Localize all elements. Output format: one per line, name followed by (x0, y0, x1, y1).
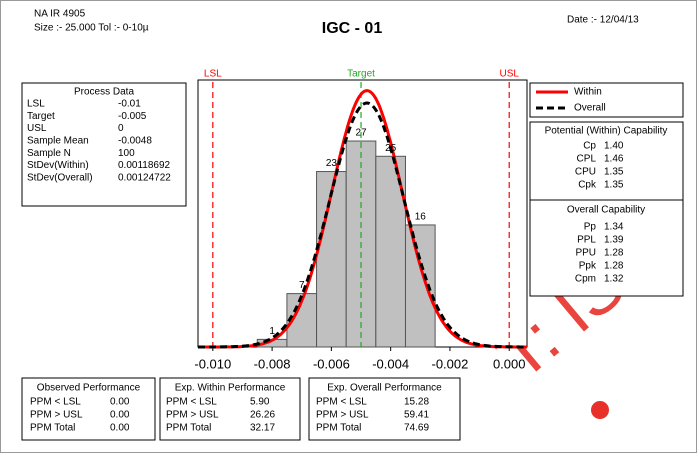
capability-value: 1.39 (604, 235, 624, 246)
x-tick-label: -0.010 (194, 356, 231, 371)
performance-title: Exp. Overall Performance (327, 383, 442, 394)
performance-label: PPM Total (166, 423, 211, 434)
performance-value: 26.26 (250, 410, 275, 421)
histogram-bar (404, 224, 436, 348)
header-id: NA IR 4905 (34, 9, 86, 20)
watermark-dot (591, 401, 609, 419)
process-data-label: Target (27, 111, 55, 122)
performance-label: PPM > USL (166, 410, 219, 421)
header-spec: Size :- 25.000 Tol :- 0-10µ (34, 23, 149, 34)
performance-box (21, 377, 156, 441)
capability-box (529, 121, 684, 297)
legend-label: Within (574, 87, 602, 98)
x-tick-label: 0.000 (493, 356, 526, 371)
process-data-value: 0.00118692 (118, 160, 171, 171)
capability-value: 1.46 (604, 154, 624, 165)
process-data-label: Sample Mean (27, 136, 89, 147)
performance-value: 74.69 (404, 423, 429, 434)
performance-label: PPM < LSL (316, 397, 367, 408)
capability-value: 1.28 (604, 261, 624, 272)
process-data-value: -0.0048 (118, 136, 152, 147)
capability-label: Ppk (579, 261, 597, 272)
bar-label: 25 (385, 143, 397, 154)
process-data-label: USL (27, 123, 47, 134)
process-data-value: 0 (118, 123, 124, 134)
performance-value: 0.00 (110, 397, 130, 408)
capability-value: 1.40 (604, 141, 624, 152)
process-data-title: Process Data (74, 87, 134, 98)
capability-label: Cp (583, 141, 596, 152)
capability-label: Cpm (575, 274, 596, 285)
performance-value: 15.28 (404, 397, 429, 408)
report-title: IGC - 01 (322, 20, 383, 37)
x-tick-label: -0.002 (431, 356, 468, 371)
performance-value: 32.17 (250, 423, 275, 434)
capability-value: 1.34 (604, 222, 624, 233)
performance-value: 0.00 (110, 410, 130, 421)
process-data-box (21, 82, 187, 207)
bar-label: 7 (299, 280, 305, 291)
performance-value: 59.41 (404, 410, 429, 421)
bar-label: 1 (269, 326, 275, 337)
capability-value: 1.32 (604, 274, 624, 285)
process-data-label: StDev(Overall) (27, 172, 93, 183)
performance-label: PPM > USL (30, 410, 83, 421)
process-data-value: -0.005 (118, 111, 147, 122)
performance-box (308, 377, 461, 441)
performance-value: 0.00 (110, 423, 130, 434)
spec-label: Target (347, 69, 375, 80)
performance-title: Exp. Within Performance (175, 383, 286, 394)
process-data-label: LSL (27, 99, 45, 110)
capability-title: Overall Capability (567, 205, 645, 216)
performance-label: PPM Total (316, 423, 361, 434)
capability-label: CPU (575, 167, 596, 178)
performance-title: Observed Performance (37, 383, 141, 394)
performance-box (159, 377, 301, 441)
x-tick-label: -0.008 (254, 356, 291, 371)
performance-value: 5.90 (250, 397, 270, 408)
legend-box (529, 82, 684, 118)
process-data-value: 0.00124722 (118, 172, 171, 183)
bar-label: 27 (355, 128, 367, 139)
header-date: Date :- 12/04/13 (567, 15, 639, 26)
capability-label: CPL (577, 154, 597, 165)
capability-label: PPU (575, 248, 596, 259)
process-data-label: Sample N (27, 148, 71, 159)
capability-value: 1.35 (604, 180, 624, 191)
performance-label: PPM < LSL (30, 397, 81, 408)
capability-title: Potential (Within) Capability (545, 126, 668, 137)
x-tick-label: -0.006 (313, 356, 350, 371)
fit-curve (198, 89, 527, 349)
capability-label: Pp (584, 222, 597, 233)
spec-label: USL (499, 69, 519, 80)
process-data-value: -0.01 (118, 99, 141, 110)
capability-label: PPL (577, 235, 596, 246)
spec-label: LSL (204, 69, 222, 80)
bar-label: 16 (415, 212, 427, 223)
bar-label: 23 (326, 158, 338, 169)
capability-value: 1.35 (604, 167, 624, 178)
x-tick-label: -0.004 (372, 356, 409, 371)
capability-value: 1.28 (604, 248, 624, 259)
process-data-label: StDev(Within) (27, 160, 89, 171)
capability-label: Cpk (578, 180, 597, 191)
performance-label: PPM Total (30, 423, 75, 434)
performance-label: PPM < LSL (166, 397, 217, 408)
process-data-value: 100 (118, 148, 135, 159)
legend-label: Overall (574, 103, 606, 114)
performance-label: PPM > USL (316, 410, 369, 421)
